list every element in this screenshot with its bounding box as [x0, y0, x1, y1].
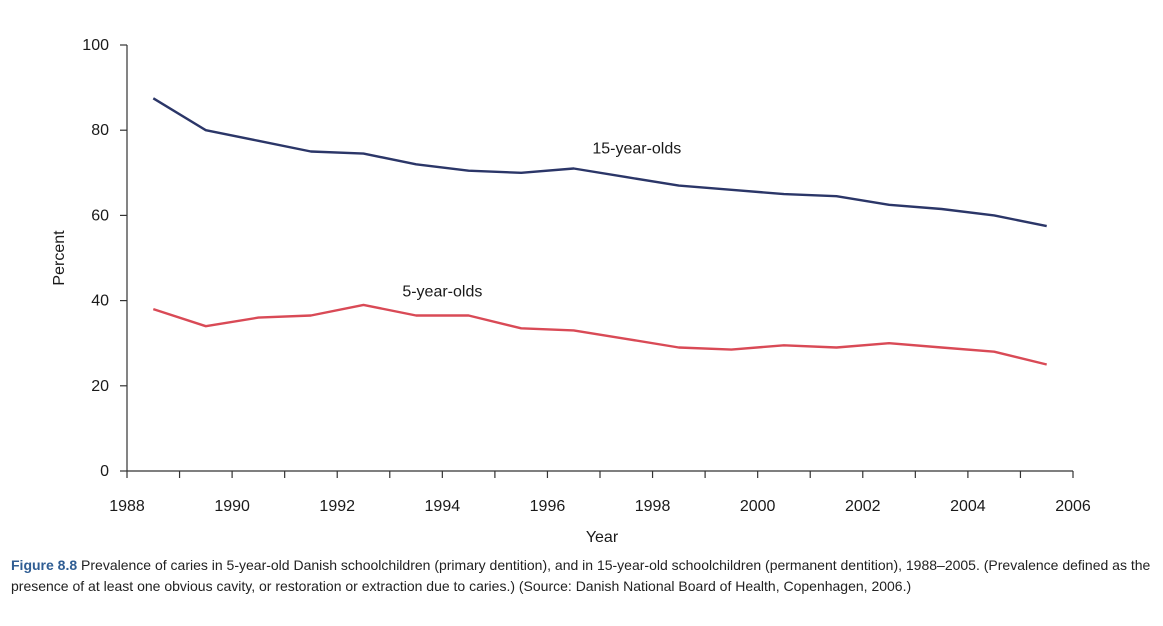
- y-axis-ticks: 0 20 40 60 80 100: [82, 37, 127, 480]
- y-tick-label: 20: [91, 378, 109, 395]
- figure-caption: Figure 8.8 Prevalence of caries in 5-yea…: [11, 555, 1156, 597]
- line-chart: 0 20 40 60 80 100 1988 1990 1992 1994 1996 1998 200…: [51, 37, 1091, 546]
- x-tick-label: 2006: [1055, 498, 1091, 515]
- x-tick-label: 1988: [109, 498, 145, 515]
- x-tick-label: 1996: [530, 498, 566, 515]
- series-layer: 15-year-olds 5-year-olds: [152, 97, 1047, 366]
- series-label: 5-year-olds: [402, 283, 482, 300]
- x-tick-label: 2000: [740, 498, 776, 515]
- x-axis-ticks: 1988 1990 1992 1994 1996 1998 2000 2002 2004 2006: [109, 471, 1091, 515]
- series-line-15-year-olds: [152, 97, 1047, 228]
- x-tick-label: 2002: [845, 498, 881, 515]
- x-tick-label: 1990: [214, 498, 250, 515]
- y-tick-label: 60: [91, 207, 109, 224]
- x-tick-label: 2004: [950, 498, 986, 515]
- figure-caption-text: Prevalence of caries in 5-year-old Danis…: [11, 557, 1151, 594]
- series-line-5-year-olds: [152, 303, 1047, 366]
- y-tick-label: 0: [100, 463, 109, 480]
- y-tick-label: 100: [82, 37, 109, 54]
- series-label: 15-year-olds: [592, 141, 681, 158]
- x-axis-label: Year: [586, 529, 619, 546]
- x-tick-label: 1998: [635, 498, 671, 515]
- y-tick-label: 40: [91, 293, 109, 310]
- x-tick-label: 1992: [319, 498, 355, 515]
- figure-label: Figure 8.8: [11, 557, 78, 573]
- y-axis-label: Percent: [51, 230, 68, 286]
- x-tick-label: 1994: [425, 498, 461, 515]
- axes: 0 20 40 60 80 100 1988 1990 1992 1994 1996 1998 200…: [82, 37, 1091, 515]
- y-tick-label: 80: [91, 122, 109, 139]
